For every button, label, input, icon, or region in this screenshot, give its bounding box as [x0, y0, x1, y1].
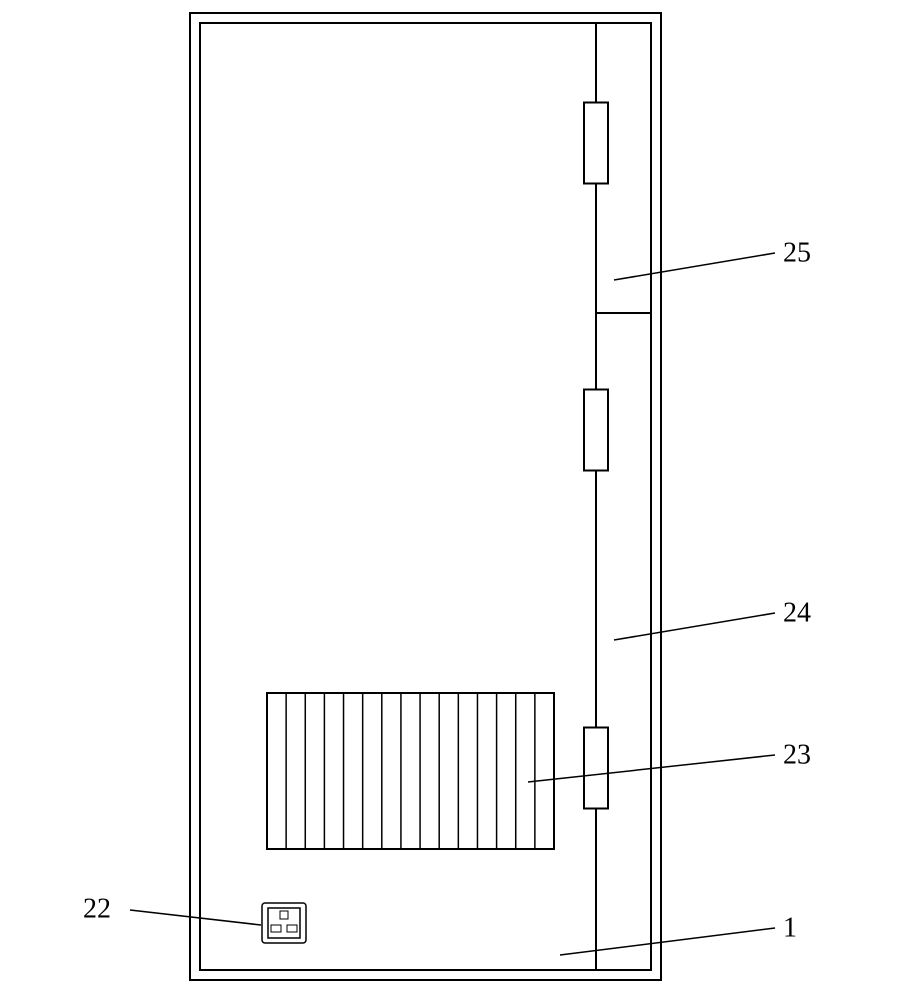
callout-label-23: 23 — [783, 739, 811, 770]
hinge-1 — [584, 103, 608, 184]
callout-label-24: 24 — [783, 597, 811, 628]
callout-label-25: 25 — [783, 237, 811, 268]
callout-label-22: 22 — [83, 893, 111, 924]
callout-label-1: 1 — [783, 912, 797, 943]
hinge-2 — [584, 390, 608, 471]
diagram-svg: 25 24 23 1 22 — [0, 0, 913, 1000]
hinge-3 — [584, 728, 608, 809]
